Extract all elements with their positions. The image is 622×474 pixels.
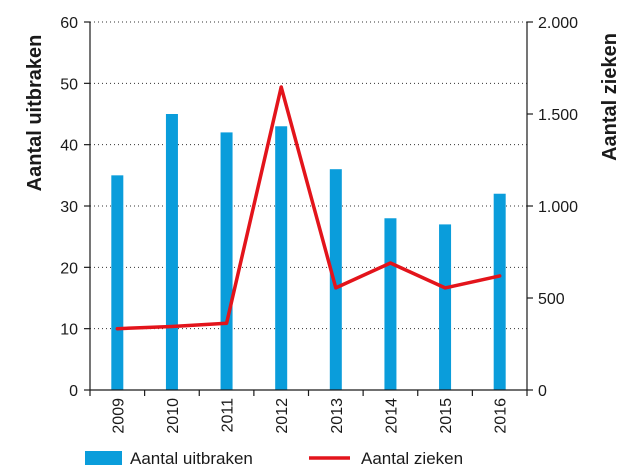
y2-axis-title: Aantal zieken bbox=[599, 33, 621, 161]
line-series bbox=[115, 85, 502, 331]
line-point bbox=[279, 85, 283, 89]
y-tick-label: 50 bbox=[60, 76, 78, 93]
bar bbox=[275, 126, 288, 391]
bar bbox=[111, 175, 124, 390]
legend-label-bars: Aantal uitbraken bbox=[130, 449, 253, 468]
bar bbox=[493, 193, 506, 390]
line-point bbox=[443, 286, 447, 290]
x-tick-label: 2010 bbox=[165, 398, 182, 434]
y2-tick-label: 1.000 bbox=[538, 199, 578, 216]
x-tick-label: 2015 bbox=[438, 398, 455, 434]
bar bbox=[384, 218, 397, 390]
y-tick-label: 30 bbox=[60, 199, 78, 216]
y-axis-title: Aantal uitbraken bbox=[24, 35, 46, 192]
bar bbox=[329, 169, 342, 390]
bar bbox=[165, 114, 178, 390]
y-tick-label: 40 bbox=[60, 138, 78, 155]
x-tick-label: 2009 bbox=[110, 398, 127, 434]
bar bbox=[220, 132, 233, 390]
y2-tick-label: 2.000 bbox=[538, 15, 578, 32]
grid-lines bbox=[90, 21, 527, 330]
line-point bbox=[170, 325, 174, 329]
x-tick-label: 2014 bbox=[383, 398, 400, 434]
line-point bbox=[388, 261, 392, 265]
y2-tick-label: 500 bbox=[538, 291, 565, 308]
legend-swatch-bars bbox=[85, 451, 122, 465]
y2-tick-label: 1.500 bbox=[538, 107, 578, 124]
line-point bbox=[115, 327, 119, 331]
legend-label-line: Aantal zieken bbox=[361, 449, 463, 468]
bar bbox=[439, 224, 452, 390]
x-tick-label: 2013 bbox=[329, 398, 346, 434]
legend: Aantal uitbraken Aantal zieken bbox=[85, 449, 463, 468]
x-tick-label: 2012 bbox=[274, 398, 291, 434]
y-tick-label: 60 bbox=[60, 15, 78, 32]
y-tick-label: 10 bbox=[60, 322, 78, 339]
axes bbox=[89, 22, 528, 391]
line-aantal-zieken bbox=[115, 85, 502, 331]
x-tick-label: 2011 bbox=[220, 398, 237, 433]
y-tick-label: 20 bbox=[60, 260, 78, 277]
tick-labels: 0 10 20 30 40 50 60 0 500 1.000 1.500 2.000 2009 2010… bbox=[60, 15, 578, 434]
line-point bbox=[498, 274, 502, 278]
bar-series bbox=[111, 114, 506, 391]
y2-tick-label: 0 bbox=[538, 383, 547, 400]
x-tick-label: 2016 bbox=[493, 398, 510, 434]
y-tick-label: 0 bbox=[69, 383, 78, 400]
line-point bbox=[334, 286, 338, 290]
line-point bbox=[225, 321, 229, 325]
